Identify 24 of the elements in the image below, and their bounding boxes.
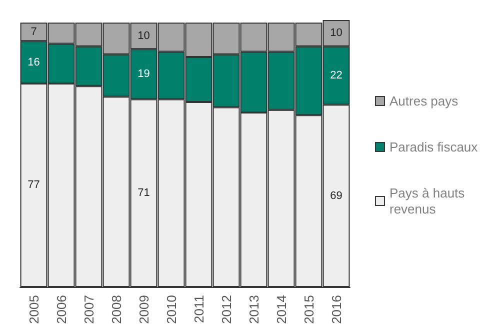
- x-tick-label: 2012: [218, 295, 234, 324]
- x-tick-label: 2016: [328, 295, 344, 324]
- data-label: 69: [330, 190, 342, 202]
- x-tick-label: 2015: [301, 295, 316, 324]
- data-label: 7: [30, 26, 37, 38]
- legend-label: Paradis fiscaux: [390, 140, 478, 154]
- x-tick-label: 2005: [26, 295, 42, 324]
- x-tick-label: 2014: [274, 295, 289, 324]
- data-label: 22: [330, 70, 342, 82]
- x-tick-label: 2006: [54, 295, 69, 324]
- data-label: 71: [138, 187, 150, 200]
- data-label: 16: [28, 56, 40, 68]
- x-tick-label: 2011: [191, 295, 206, 323]
- x-tick-label: 2010: [164, 295, 179, 324]
- data-label: 10: [138, 30, 150, 42]
- legend-label: Autres pays: [390, 94, 459, 108]
- x-tick-label: 2007: [81, 295, 96, 324]
- x-tick-label: 2008: [108, 295, 124, 324]
- x-tick-label: 2009: [136, 295, 152, 324]
- data-label: 77: [28, 179, 40, 192]
- legend-label: Pays à hauts revenus: [390, 186, 468, 216]
- x-tick-label: 2013: [246, 295, 262, 324]
- data-label: 10: [330, 27, 342, 40]
- data-label: 19: [138, 68, 150, 80]
